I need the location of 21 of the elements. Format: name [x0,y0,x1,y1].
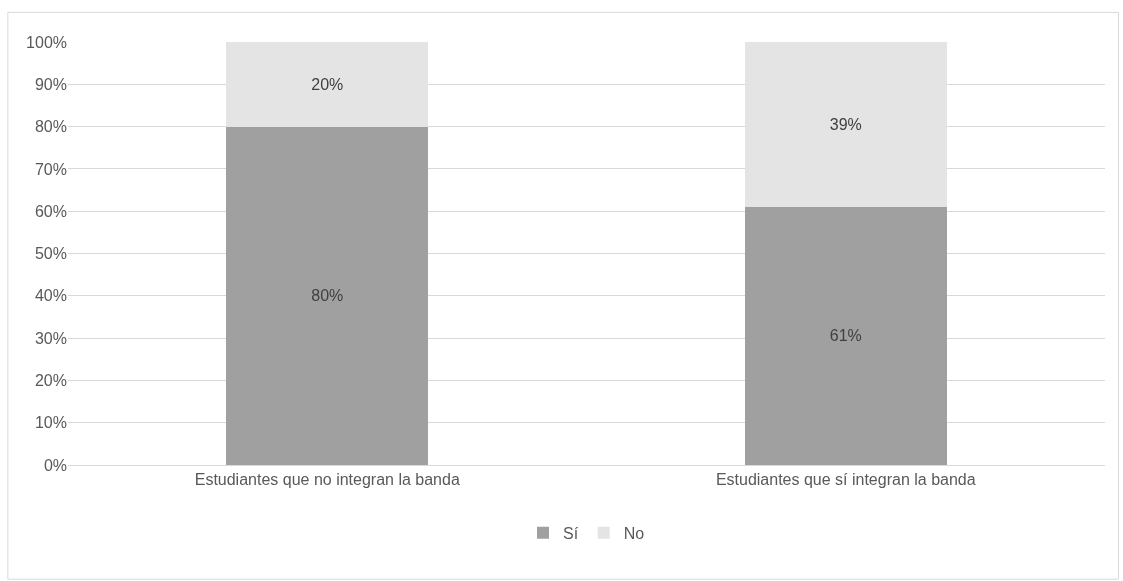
data-label: 39% [829,115,862,133]
y-tick-label: 20% [34,372,67,389]
y-tick-label: 40% [34,287,67,305]
y-tick-label: 70% [34,160,67,178]
y-tick-label: 100% [26,33,67,51]
x-tick-label: Estudiantes que no integran la banda [194,471,460,489]
y-tick-label: 60% [34,202,67,220]
y-tick-label: 30% [34,329,67,347]
y-tick-label: 80% [34,118,67,136]
x-tick-label: Estudiantes que sí integran la banda [715,471,976,489]
data-label: 61% [829,327,862,345]
bar [744,206,947,465]
data-label: 20% [311,75,344,93]
legend-label: Sí [563,524,579,542]
y-tick-label: 90% [34,75,67,93]
data-label: 80% [311,287,344,305]
y-tick-label: 0% [43,456,67,474]
y-tick-label: 50% [34,245,67,263]
y-tick-label: 10% [34,414,67,432]
legend-label: No [623,524,645,542]
bar [226,126,429,465]
